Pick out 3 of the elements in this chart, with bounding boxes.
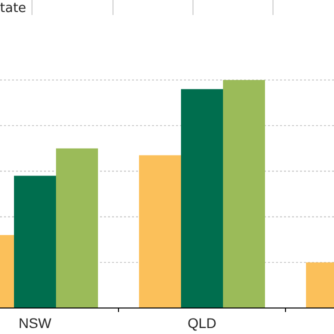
chart-title: tate	[0, 1, 26, 16]
x-tick-label: QLD	[188, 315, 216, 331]
x-tick-label: NSW	[18, 315, 52, 331]
